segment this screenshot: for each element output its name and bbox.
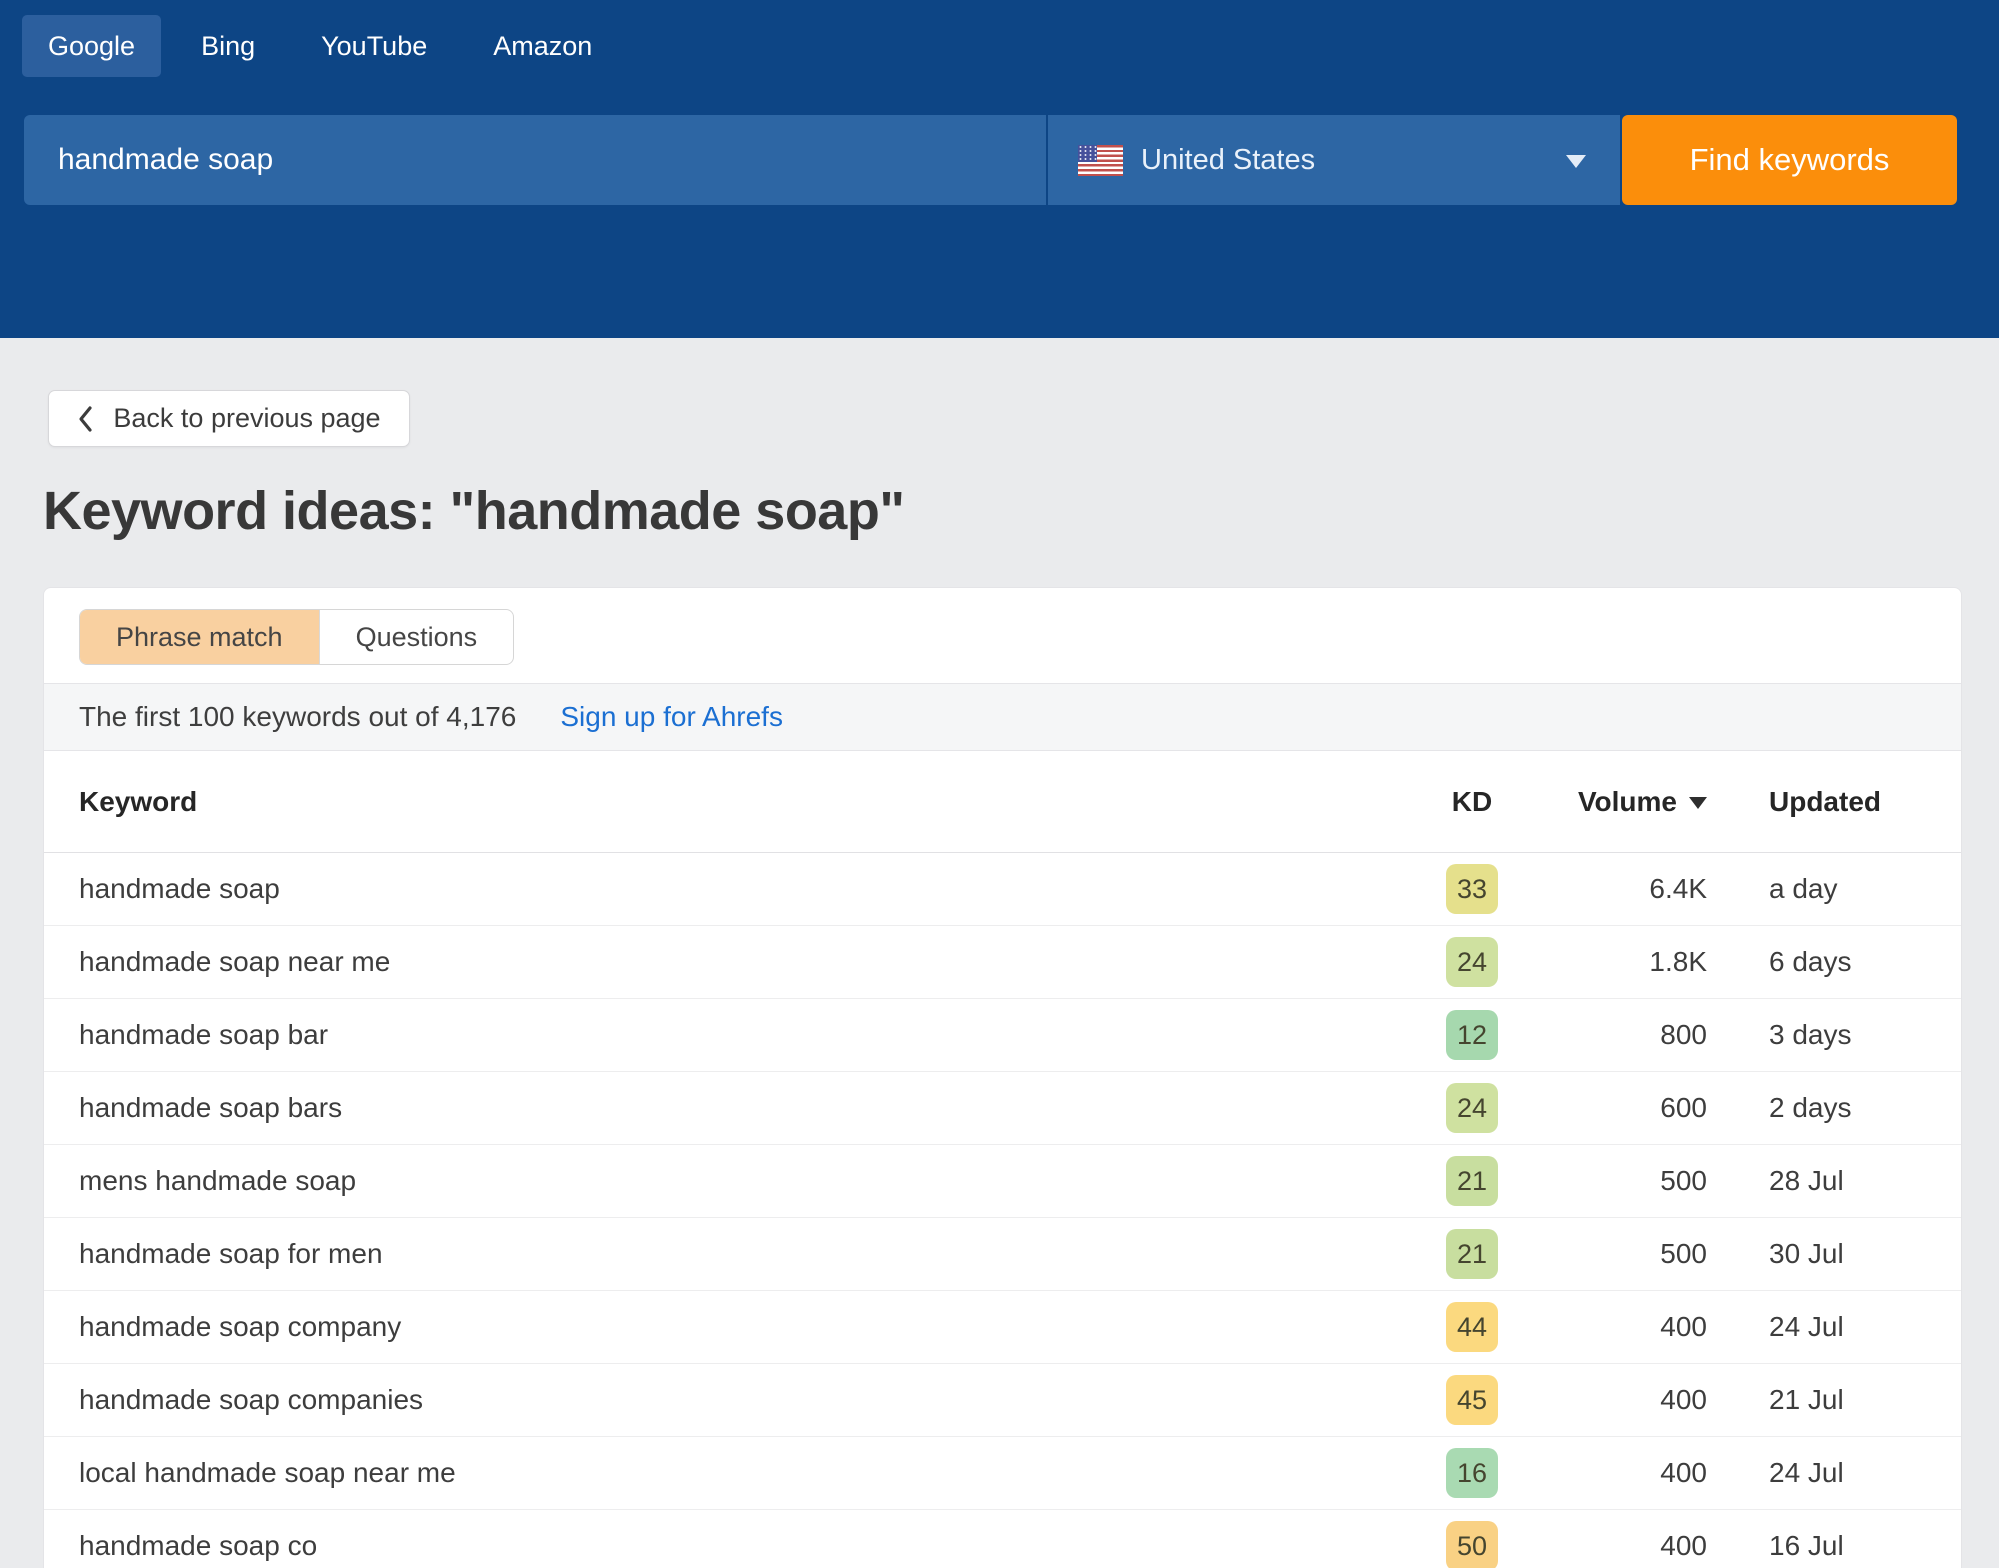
keyword-table: Keyword KD Volume Updated handmade soap 3… (44, 751, 1961, 1568)
table-row: handmade soap bar 12 800 3 days (44, 999, 1961, 1072)
site-header: Google Bing YouTube Amazon United States Fi… (0, 0, 1999, 338)
updated-cell: 28 Jul (1769, 1165, 1844, 1196)
keyword-cell: handmade soap bar (79, 1019, 329, 1050)
keyword-cell: handmade soap bars (79, 1092, 343, 1123)
engine-tabs: Google Bing YouTube Amazon (22, 15, 632, 77)
keyword-cell: handmade soap company (79, 1311, 402, 1342)
tab-phrase-match[interactable]: Phrase match (80, 610, 319, 664)
country-selector[interactable]: United States (1048, 115, 1620, 205)
volume-cell: 500 (1660, 1165, 1707, 1196)
engine-tab-google[interactable]: Google (22, 15, 162, 77)
kd-badge: 12 (1446, 1010, 1498, 1060)
volume-cell: 6.4K (1649, 873, 1707, 904)
updated-cell: 3 days (1769, 1019, 1852, 1050)
updated-cell: 2 days (1769, 1092, 1852, 1123)
updated-cell: 21 Jul (1769, 1384, 1844, 1415)
volume-header-label: Volume (1577, 785, 1677, 817)
table-row: handmade soap company 44 400 24 Jul (44, 1291, 1961, 1364)
kd-cell: 21 (1394, 1229, 1550, 1279)
keyword-cell: handmade soap companies (79, 1384, 424, 1415)
engine-tab-amazon[interactable]: Amazon (493, 30, 593, 61)
kd-badge: 21 (1446, 1229, 1498, 1279)
volume-cell: 600 (1660, 1092, 1707, 1123)
kd-badge: 16 (1446, 1448, 1498, 1498)
volume-cell: 400 (1660, 1384, 1707, 1415)
table-row: local handmade soap near me 16 400 24 Jul (44, 1437, 1961, 1510)
column-header-volume[interactable]: Volume (1550, 786, 1707, 818)
table-row: handmade soap near me 24 1.8K 6 days (44, 926, 1961, 999)
table-row: handmade soap for men 21 500 30 Jul (44, 1218, 1961, 1291)
kd-cell: 50 (1394, 1521, 1550, 1568)
kd-badge: 21 (1446, 1156, 1498, 1206)
volume-cell: 400 (1660, 1530, 1707, 1561)
kd-cell: 16 (1394, 1448, 1550, 1498)
column-header-kd: KD (1451, 785, 1493, 817)
updated-cell: 24 Jul (1769, 1457, 1844, 1488)
tab-questions[interactable]: Questions (318, 610, 514, 664)
engine-tab-bing[interactable]: Bing (201, 30, 256, 61)
volume-cell: 1.8K (1649, 946, 1707, 977)
table-row: handmade soap companies 45 400 21 Jul (44, 1364, 1961, 1437)
us-flag-icon (1078, 144, 1123, 176)
volume-cell: 400 (1660, 1311, 1707, 1342)
volume-cell: 800 (1660, 1019, 1707, 1050)
engine-tab-youtube[interactable]: YouTube (321, 30, 428, 61)
kd-cell: 44 (1394, 1302, 1550, 1352)
country-label: United States (1141, 143, 1316, 176)
updated-cell: 16 Jul (1769, 1530, 1844, 1561)
kd-badge: 50 (1446, 1521, 1498, 1568)
signup-link[interactable]: Sign up for Ahrefs (560, 701, 783, 732)
keyword-cell: handmade soap co (79, 1530, 318, 1561)
keyword-cell: handmade soap (79, 873, 280, 904)
chevron-left-icon (79, 405, 93, 432)
volume-cell: 500 (1660, 1238, 1707, 1269)
volume-cell: 400 (1660, 1457, 1707, 1488)
kd-badge: 33 (1446, 864, 1498, 914)
kd-badge: 24 (1446, 937, 1498, 987)
result-count: The first 100 keywords out of 4,176 (79, 701, 517, 732)
search-bar: United States Find keywords (24, 115, 1957, 205)
table-row: handmade soap 33 6.4K a day (44, 853, 1961, 926)
keyword-cell: handmade soap near me (79, 946, 391, 977)
updated-cell: 6 days (1769, 946, 1852, 977)
summary-strip: The first 100 keywords out of 4,176 Sign… (44, 683, 1961, 751)
kd-badge: 44 (1446, 1302, 1498, 1352)
keyword-cell: mens handmade soap (79, 1165, 357, 1196)
back-button[interactable]: Back to previous page (48, 390, 410, 447)
kd-badge: 45 (1446, 1375, 1498, 1425)
kd-badge: 24 (1446, 1083, 1498, 1133)
report-tabs: Phrase match Questions (79, 609, 515, 665)
keyword-search-input[interactable] (24, 115, 1046, 205)
keyword-table-body: handmade soap 33 6.4K a day handmade soap ne… (44, 853, 1961, 1568)
sort-desc-icon (1689, 797, 1707, 810)
keyword-cell: handmade soap for men (79, 1238, 383, 1269)
kd-cell: 12 (1394, 1010, 1550, 1060)
table-header-row: Keyword KD Volume Updated (44, 751, 1961, 853)
kd-cell: 24 (1394, 937, 1550, 987)
updated-cell: a day (1769, 873, 1838, 904)
back-button-label: Back to previous page (113, 403, 381, 433)
column-header-keyword: Keyword (79, 785, 198, 817)
table-row: handmade soap bars 24 600 2 days (44, 1072, 1961, 1145)
kd-cell: 45 (1394, 1375, 1550, 1425)
find-keywords-button[interactable]: Find keywords (1622, 115, 1957, 205)
kd-cell: 24 (1394, 1083, 1550, 1133)
kd-cell: 21 (1394, 1156, 1550, 1206)
updated-cell: 30 Jul (1769, 1238, 1844, 1269)
column-header-updated: Updated (1769, 785, 1881, 817)
page-title: Keyword ideas: "handmade soap" (43, 481, 905, 541)
table-row: handmade soap co 50 400 16 Jul (44, 1510, 1961, 1568)
chevron-down-icon (1566, 155, 1586, 168)
results-card: Phrase match Questions The first 100 key… (43, 587, 1962, 1568)
table-row: mens handmade soap 21 500 28 Jul (44, 1145, 1961, 1218)
kd-cell: 33 (1394, 864, 1550, 914)
updated-cell: 24 Jul (1769, 1311, 1844, 1342)
keyword-cell: local handmade soap near me (79, 1457, 456, 1488)
